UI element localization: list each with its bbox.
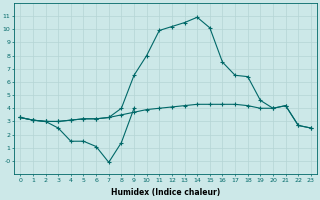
X-axis label: Humidex (Indice chaleur): Humidex (Indice chaleur) (111, 188, 220, 197)
